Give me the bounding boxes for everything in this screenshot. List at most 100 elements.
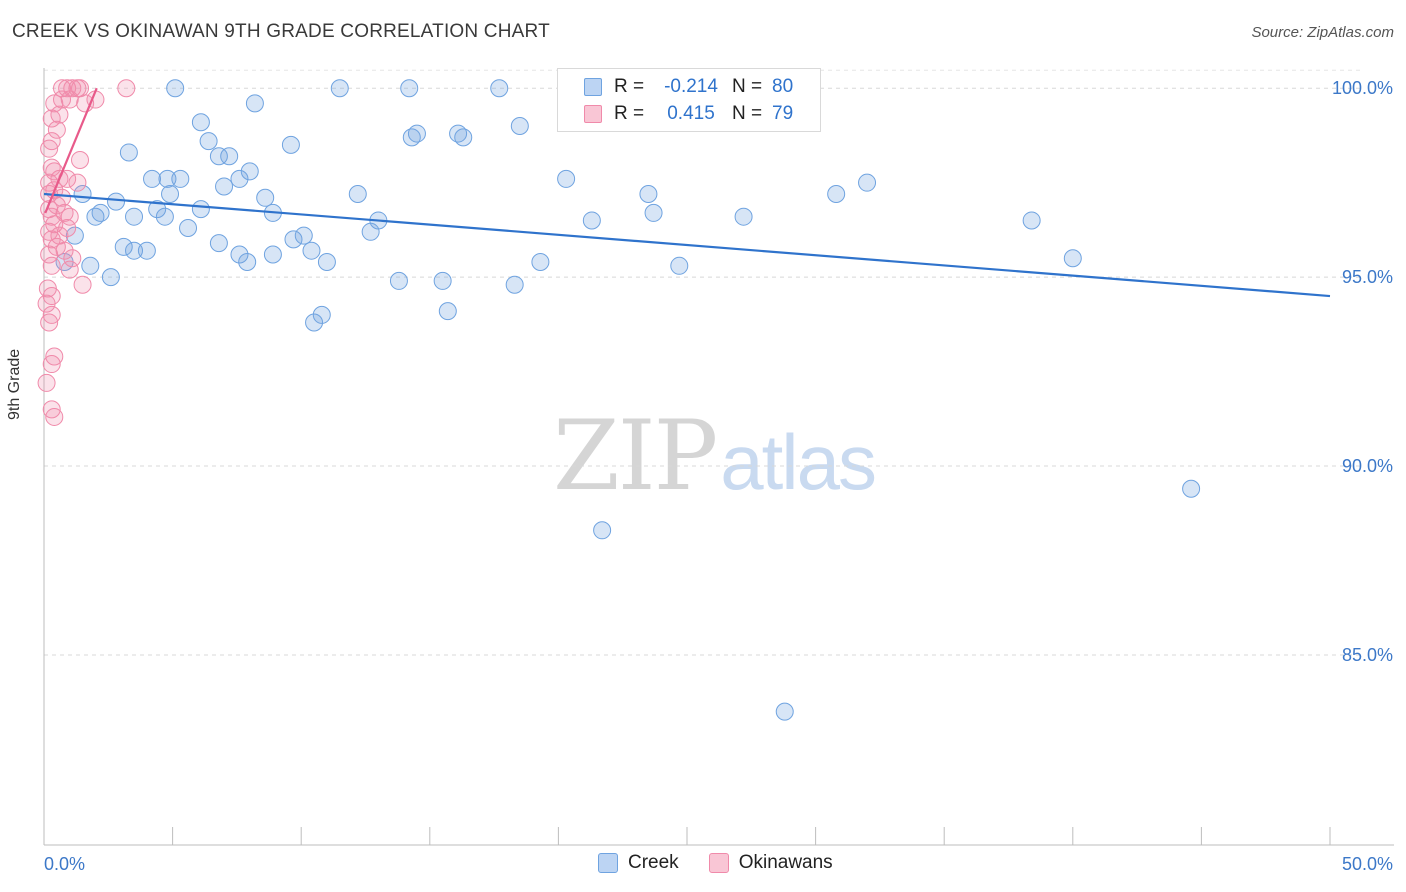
- creek-point: [171, 169, 190, 188]
- creek-point: [454, 128, 473, 147]
- creek-point: [148, 200, 167, 219]
- creek-point: [330, 79, 349, 98]
- creek-point: [119, 143, 138, 162]
- creek-n-value: 80: [772, 76, 794, 97]
- creek-point: [312, 305, 331, 324]
- okinawans-point: [60, 260, 79, 279]
- creek-point: [137, 241, 156, 260]
- creek-point: [433, 271, 452, 290]
- creek-point: [101, 268, 120, 287]
- okinawans-point: [40, 245, 59, 264]
- okinawans-legend-swatch: [708, 853, 729, 873]
- okinawans-point: [71, 151, 90, 170]
- okinawans-point: [58, 219, 77, 238]
- okinawans-point: [42, 207, 61, 226]
- creek-point: [639, 185, 658, 204]
- y-tick-label: 90.0%: [1342, 456, 1393, 476]
- series-legend: Creek Okinawans: [598, 852, 863, 874]
- okinawans-point: [68, 173, 87, 192]
- creek-swatch: [584, 78, 602, 96]
- okinawans-point: [60, 90, 79, 109]
- okinawans-point: [45, 347, 64, 366]
- creek-point: [593, 521, 612, 540]
- creek-point: [1022, 211, 1041, 230]
- creek-point: [215, 177, 234, 196]
- creek-point: [438, 302, 457, 321]
- okinawans-r-label: R =: [614, 103, 645, 124]
- okinawans-point: [55, 241, 74, 260]
- okinawans-point: [40, 313, 59, 332]
- creek-point: [114, 237, 133, 256]
- creek-point: [166, 79, 185, 98]
- okinawans-point: [37, 373, 56, 392]
- okinawans-legend-label: Okinawans: [738, 852, 833, 873]
- creek-point: [65, 226, 84, 245]
- okinawans-point: [42, 305, 61, 324]
- creek-point: [230, 245, 249, 264]
- creek-point: [284, 230, 303, 249]
- creek-point: [361, 222, 380, 241]
- creek-point: [125, 241, 144, 260]
- okinawans-trend-line: [44, 87, 98, 214]
- creek-point: [155, 207, 174, 226]
- creek-point: [317, 253, 336, 272]
- creek-point: [348, 185, 367, 204]
- creek-point: [305, 313, 324, 332]
- okinawans-point: [58, 79, 77, 98]
- chart-title: CREEK VS OKINAWAN 9TH GRADE CORRELATION …: [12, 21, 550, 42]
- creek-legend-label: Creek: [628, 852, 679, 873]
- creek-point: [734, 207, 753, 226]
- okinawans-point: [40, 139, 59, 158]
- creek-n-label: N =: [732, 76, 763, 97]
- creek-point: [209, 147, 228, 166]
- legend-item-okinawans[interactable]: Okinawans: [708, 852, 833, 874]
- creek-point: [531, 253, 550, 272]
- okinawans-point: [40, 222, 59, 241]
- creek-point: [400, 79, 419, 98]
- creek-point: [490, 79, 509, 98]
- okinawans-point: [63, 79, 82, 98]
- legend-item-creek[interactable]: Creek: [598, 852, 679, 874]
- creek-point: [125, 207, 144, 226]
- creek-point: [670, 256, 689, 275]
- creek-point: [775, 702, 794, 721]
- creek-point: [402, 128, 421, 147]
- creek-point: [582, 211, 601, 230]
- creek-point: [161, 185, 180, 204]
- x-tick-label: 50.0%: [1342, 854, 1393, 874]
- legend-row-creek: R = -0.214 N = 80: [584, 75, 793, 99]
- okinawans-point: [42, 355, 61, 374]
- okinawans-point: [117, 79, 136, 98]
- creek-point: [209, 234, 228, 253]
- creek-point: [179, 219, 198, 238]
- creek-point: [191, 200, 210, 219]
- creek-point: [1182, 479, 1201, 498]
- creek-point: [91, 203, 110, 222]
- y-tick-label: 95.0%: [1342, 267, 1393, 287]
- okinawans-point: [42, 400, 61, 419]
- y-tick-label: 85.0%: [1342, 645, 1393, 665]
- okinawans-point: [50, 105, 69, 124]
- creek-point: [191, 113, 210, 132]
- creek-point: [281, 135, 300, 154]
- stats-legend: R = -0.214 N = 80 R = 0.415 N = 79: [557, 68, 821, 132]
- creek-point: [302, 241, 321, 260]
- okinawans-n-value: 79: [772, 103, 794, 124]
- creek-point: [199, 132, 218, 151]
- creek-point: [240, 162, 259, 181]
- okinawans-r-value: 0.415: [667, 103, 715, 124]
- creek-point: [81, 256, 100, 275]
- creek-point: [238, 253, 257, 272]
- creek-point: [230, 169, 249, 188]
- creek-trend-line: [43, 192, 1331, 298]
- y-tick-label: 100.0%: [1332, 78, 1393, 98]
- creek-point: [245, 94, 264, 113]
- creek-point: [858, 173, 877, 192]
- okinawans-n-label: N =: [732, 103, 763, 124]
- okinawans-point: [45, 407, 64, 426]
- okinawans-point: [73, 275, 92, 294]
- creek-r-value: -0.214: [664, 76, 718, 97]
- chart-source: Source: ZipAtlas.com: [1251, 24, 1394, 41]
- okinawans-point: [53, 90, 72, 109]
- creek-point: [1063, 249, 1082, 268]
